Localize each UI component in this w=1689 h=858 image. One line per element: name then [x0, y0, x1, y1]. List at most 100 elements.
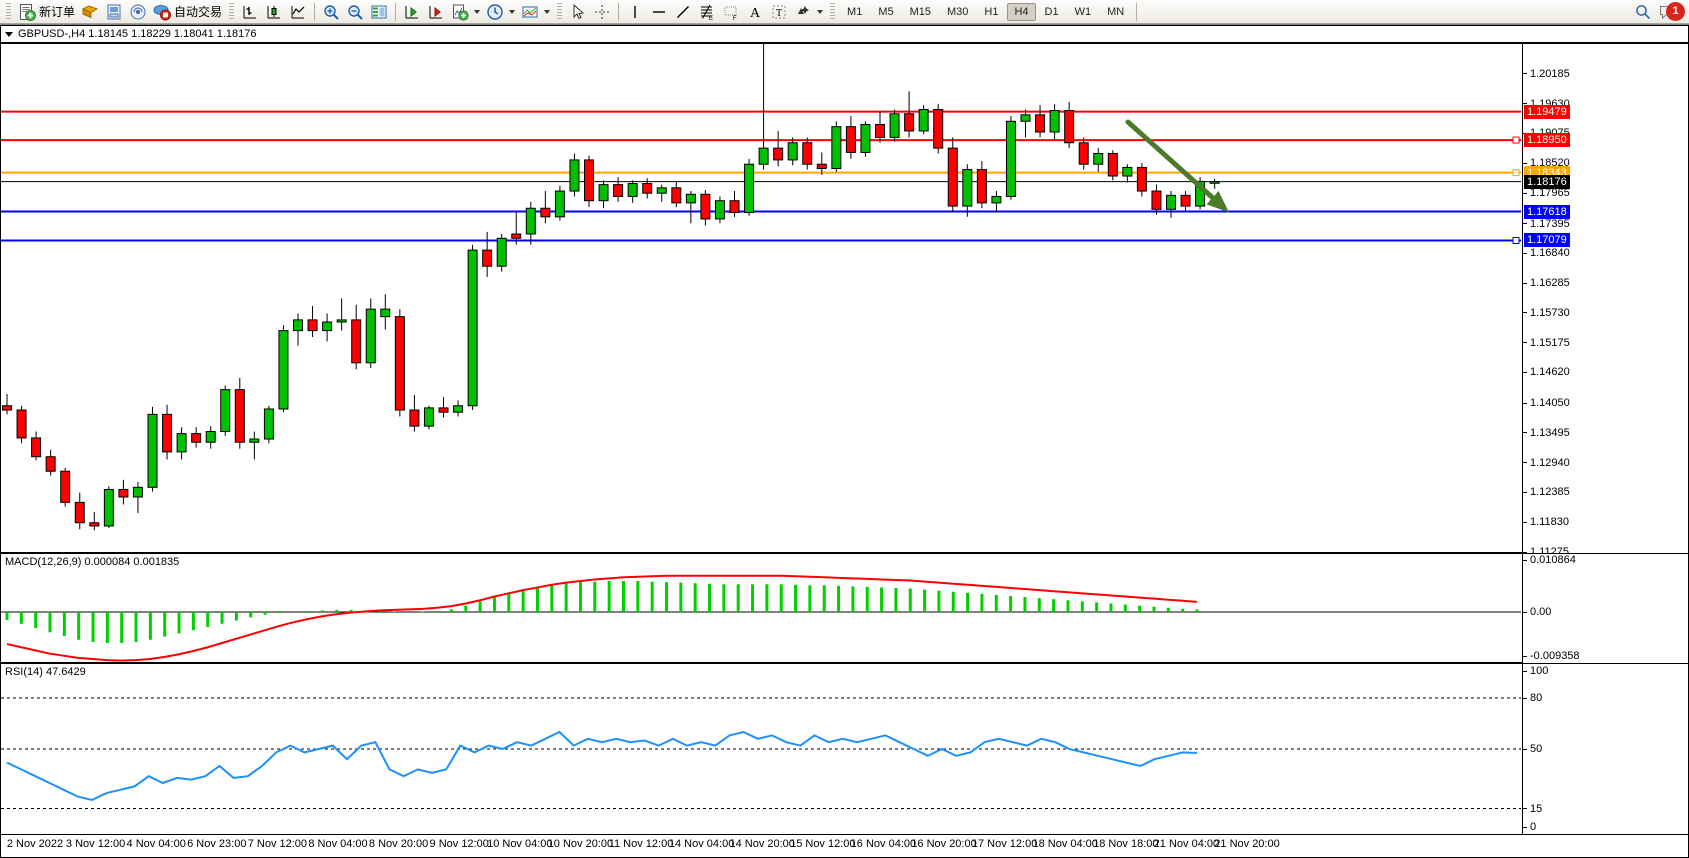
timeframe-m30[interactable]: M30 — [947, 5, 969, 18]
timeframe-d1[interactable]: D1 — [1044, 5, 1059, 18]
toolbar-grip-3[interactable] — [557, 2, 563, 21]
price-tick: 1.11830 — [1523, 516, 1569, 528]
templates-button[interactable] — [518, 1, 553, 23]
data-window-icon — [370, 3, 388, 21]
channel-button[interactable]: F — [719, 1, 743, 23]
crosshair-icon — [593, 3, 611, 21]
text-icon: A — [746, 3, 764, 21]
zoom-in-icon — [322, 3, 340, 21]
price-pane[interactable] — [0, 43, 1522, 553]
vline-button[interactable] — [623, 1, 647, 23]
symbol-info-bar[interactable]: GBPUSD-,H4 1.18145 1.18229 1.18041 1.181… — [0, 25, 1689, 43]
time-label: 21 Nov 04:00 — [1153, 838, 1220, 850]
period-icon — [486, 3, 504, 21]
label-button[interactable]: T — [767, 1, 791, 23]
timeframe-m15[interactable]: M15 — [909, 5, 931, 18]
folder-icon — [81, 3, 99, 21]
timeframe-mn[interactable]: MN — [1107, 5, 1125, 18]
hline-button[interactable] — [647, 1, 671, 23]
time-label: 10 Nov 20:00 — [547, 838, 614, 850]
svg-text:T: T — [776, 8, 782, 19]
timeframe-w1[interactable]: W1 — [1074, 5, 1092, 18]
rsi-pane[interactable]: RSI(14) 47.6429 — [0, 663, 1522, 835]
chevron-down-icon-3[interactable] — [544, 9, 551, 14]
chat-button[interactable]: 1 — [1655, 1, 1687, 23]
hline-icon — [650, 3, 668, 21]
chart-shift-button[interactable] — [400, 1, 424, 23]
macd-pane[interactable]: MACD(12,26,9) 0.000084 0.001835 — [0, 553, 1522, 663]
folder-button[interactable] — [78, 1, 102, 23]
zoom-out-icon — [346, 3, 364, 21]
time-axis[interactable]: 2 Nov 2022 3 Nov 12:00 4 Nov 04:00 6 Nov 23… — [0, 835, 1689, 858]
candlestick-button[interactable] — [262, 1, 286, 23]
symbol-ohlc-label: GBPUSD-,H4 1.18145 1.18229 1.18041 1.181… — [18, 28, 257, 40]
zoom-out-button[interactable] — [343, 1, 367, 23]
svg-text:A: A — [750, 6, 761, 21]
auto-scroll-button[interactable] — [424, 1, 448, 23]
label-icon: T — [770, 3, 788, 21]
indicators-button[interactable] — [448, 1, 483, 23]
new-order-label: 新订单 — [39, 5, 76, 19]
price-tick: 1.14050 — [1523, 397, 1570, 409]
crosshair-button[interactable] — [590, 1, 614, 23]
toolbar-grip-4[interactable] — [830, 2, 836, 21]
cursor-button[interactable] — [566, 1, 590, 23]
time-label: 3 Nov 12:00 — [65, 838, 126, 850]
macd-tick: -0.009358 — [1523, 650, 1580, 662]
shapes-icon — [794, 3, 812, 21]
price-axis[interactable]: 1.201851.196301.190751.185201.179651.173… — [1522, 43, 1689, 558]
zoom-in-button[interactable] — [319, 1, 343, 23]
new-order-icon — [18, 3, 36, 21]
chart-menu-caret-icon[interactable] — [5, 31, 13, 37]
bar-chart-icon — [241, 3, 259, 21]
price-tick: 1.17965 — [1523, 187, 1570, 199]
broadcast-button[interactable] — [126, 1, 150, 23]
bar-chart-button[interactable] — [238, 1, 262, 23]
current-price-tag: 1.18176 — [1524, 174, 1570, 189]
rsi-tick: 50 — [1523, 743, 1542, 755]
shapes-button[interactable] — [791, 1, 826, 23]
price-tag-resistance-upper: 1.19479 — [1524, 104, 1570, 119]
chevron-down-icon[interactable] — [474, 9, 481, 14]
price-tick: 1.15175 — [1523, 337, 1570, 349]
timeframe-h1[interactable]: H1 — [984, 5, 999, 18]
price-tick: 1.13495 — [1523, 427, 1570, 439]
chevron-down-icon-4[interactable] — [817, 9, 824, 14]
search-button[interactable] — [1631, 1, 1655, 23]
fibonacci-button[interactable]: E — [695, 1, 719, 23]
price-tick: 1.14620 — [1523, 366, 1570, 379]
chevron-down-icon-2[interactable] — [509, 9, 516, 14]
new-order-button[interactable]: 新订单 — [15, 1, 78, 23]
period-button[interactable] — [483, 1, 518, 23]
notification-badge: 1 — [1666, 1, 1685, 21]
auto-trading-button[interactable]: 自动交易 — [150, 1, 225, 23]
price-tick: 1.12940 — [1523, 457, 1570, 469]
toolbar-grip[interactable] — [6, 2, 11, 21]
time-label: 21 Nov 20:00 — [1214, 838, 1280, 850]
line-chart-button[interactable] — [286, 1, 310, 23]
timeframe-h4[interactable]: H4 — [1007, 2, 1036, 21]
price-tick: 1.16285 — [1523, 277, 1570, 289]
svg-text:E: E — [709, 16, 713, 21]
print-button[interactable] — [102, 1, 126, 23]
timeframe-m1[interactable]: M1 — [847, 5, 863, 18]
time-label: 11 Nov 12:00 — [608, 838, 674, 850]
price-tick: 1.20185 — [1523, 68, 1570, 80]
rsi-tick: 80 — [1523, 692, 1542, 704]
trendline-button[interactable] — [671, 1, 695, 23]
macd-label: MACD(12,26,9) 0.000084 0.001835 — [5, 556, 180, 568]
time-label: 8 Nov 20:00 — [368, 838, 429, 850]
time-label: 7 Nov 12:00 — [247, 838, 308, 850]
rsi-tick: 15 — [1523, 802, 1542, 815]
time-label: 16 Nov 20:00 — [911, 838, 977, 850]
svg-text:F: F — [733, 16, 737, 21]
time-label: 14 Nov 04:00 — [668, 838, 735, 850]
data-window-button[interactable] — [367, 1, 391, 23]
macd-axis[interactable]: 0.010864 0.00 -0.009358 — [1522, 553, 1689, 663]
rsi-tick: 0 — [1523, 821, 1536, 833]
rsi-chart — [1, 697, 1521, 809]
timeframe-m5[interactable]: M5 — [878, 5, 894, 18]
text-button[interactable]: A — [743, 1, 767, 23]
toolbar-grip-2[interactable] — [229, 2, 235, 21]
rsi-axis[interactable]: 100 80 50 15 0 — [1522, 663, 1689, 835]
